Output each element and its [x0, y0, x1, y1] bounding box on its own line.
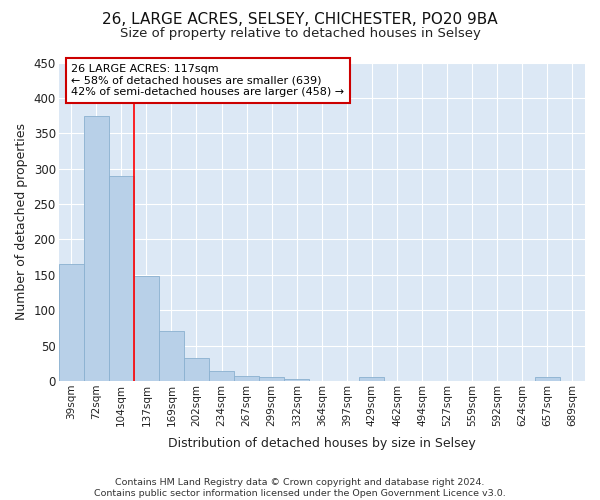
Bar: [259, 378, 284, 381]
Bar: [109, 176, 134, 381]
Bar: [359, 378, 385, 381]
Text: Contains HM Land Registry data © Crown copyright and database right 2024.
Contai: Contains HM Land Registry data © Crown c…: [94, 478, 506, 498]
Text: 26 LARGE ACRES: 117sqm
← 58% of detached houses are smaller (639)
42% of semi-de: 26 LARGE ACRES: 117sqm ← 58% of detached…: [71, 64, 344, 97]
Bar: [134, 276, 159, 381]
Text: Size of property relative to detached houses in Selsey: Size of property relative to detached ho…: [119, 28, 481, 40]
Bar: [535, 378, 560, 381]
Bar: [234, 376, 259, 381]
Bar: [159, 332, 184, 381]
Bar: [59, 264, 83, 381]
Bar: [209, 371, 234, 381]
X-axis label: Distribution of detached houses by size in Selsey: Distribution of detached houses by size …: [168, 437, 476, 450]
Text: 26, LARGE ACRES, SELSEY, CHICHESTER, PO20 9BA: 26, LARGE ACRES, SELSEY, CHICHESTER, PO2…: [102, 12, 498, 28]
Bar: [184, 358, 209, 381]
Bar: [284, 379, 309, 381]
Bar: [83, 116, 109, 381]
Y-axis label: Number of detached properties: Number of detached properties: [15, 123, 28, 320]
